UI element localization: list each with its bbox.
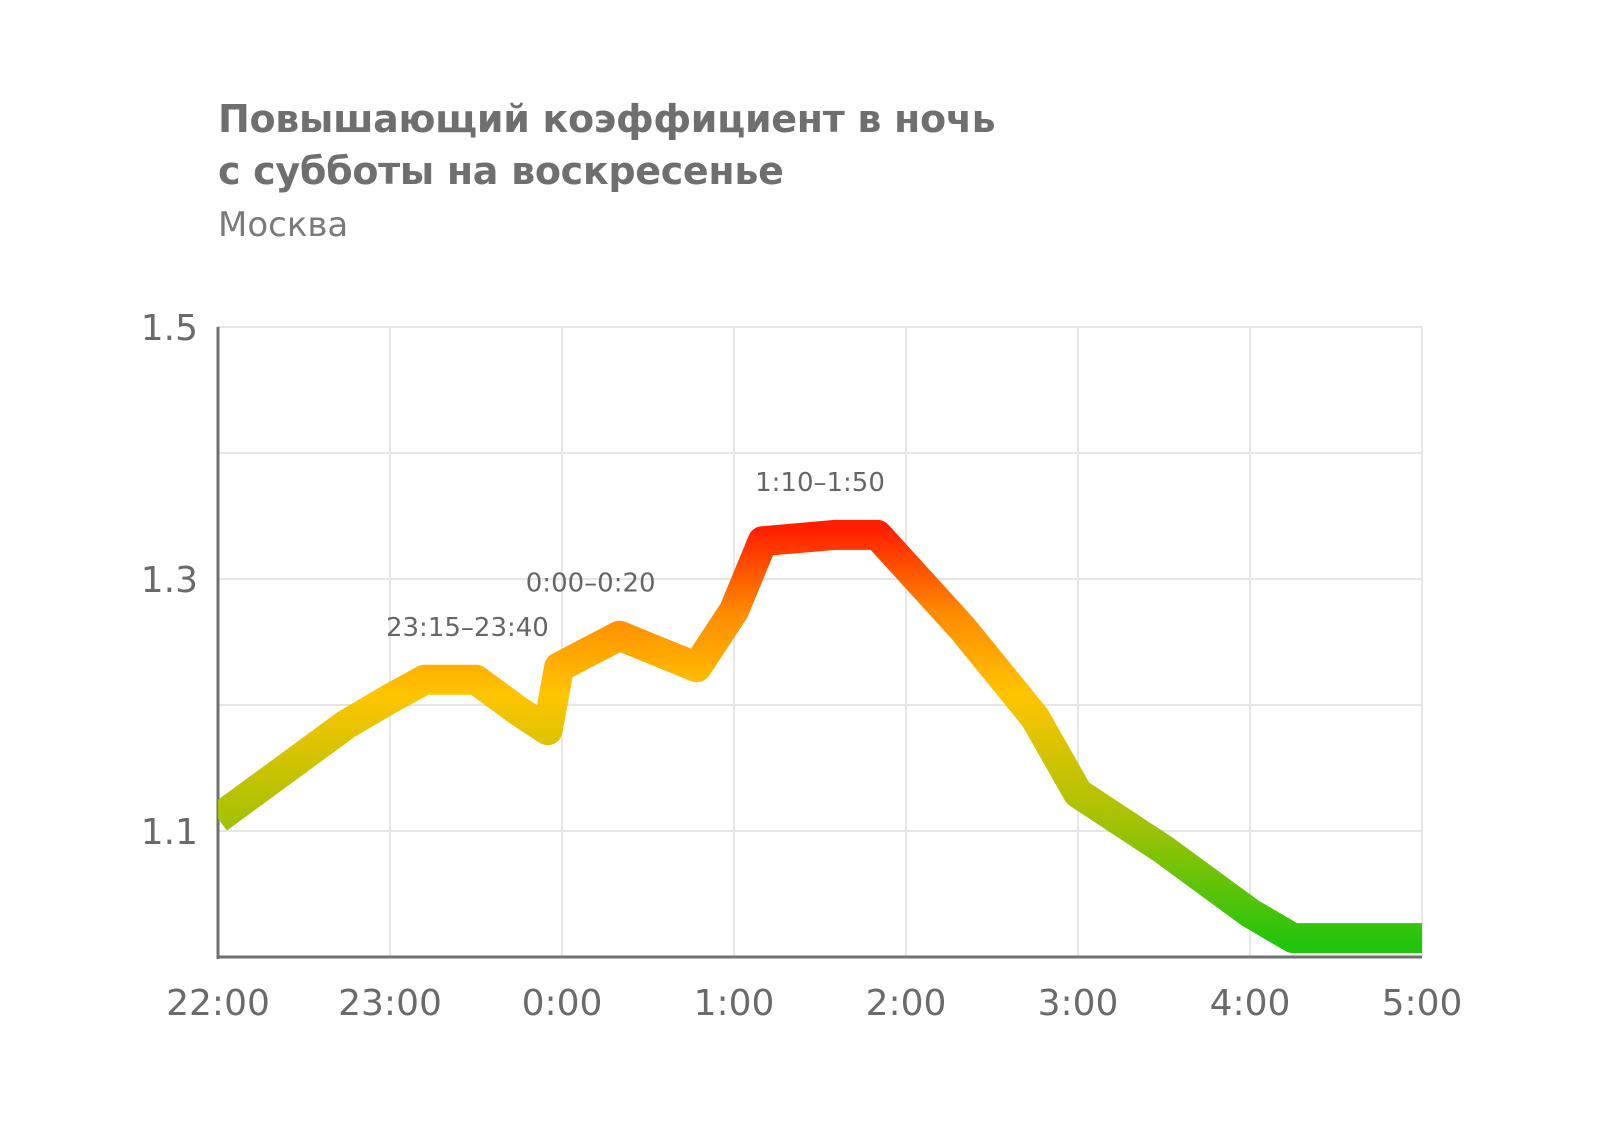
x-tick-label: 4:00	[1210, 983, 1291, 1024]
y-tick-label: 1.3	[141, 560, 198, 601]
x-tick-label: 22:00	[166, 983, 270, 1024]
peak-annotation: 1:10–1:50	[755, 468, 885, 498]
y-tick-label: 1.1	[141, 812, 198, 853]
peak-annotation: 23:15–23:40	[386, 613, 549, 643]
x-tick-label: 1:00	[694, 983, 775, 1024]
x-tick-label: 2:00	[866, 983, 947, 1024]
chart-subtitle: Москва	[218, 205, 349, 245]
chart-title-line-1: Повышающий коэффициент в ночь	[218, 97, 996, 141]
peak-annotation: 0:00–0:20	[526, 569, 656, 599]
x-tick-label: 23:00	[338, 983, 442, 1024]
y-tick-label: 1.5	[141, 308, 198, 349]
series-line	[218, 519, 1422, 954]
x-tick-label: 3:00	[1038, 983, 1119, 1024]
x-tick-label: 0:00	[522, 983, 603, 1024]
x-tick-label: 5:00	[1382, 983, 1463, 1024]
chart-title-line-2: с субботы на воскресенье	[218, 149, 784, 193]
